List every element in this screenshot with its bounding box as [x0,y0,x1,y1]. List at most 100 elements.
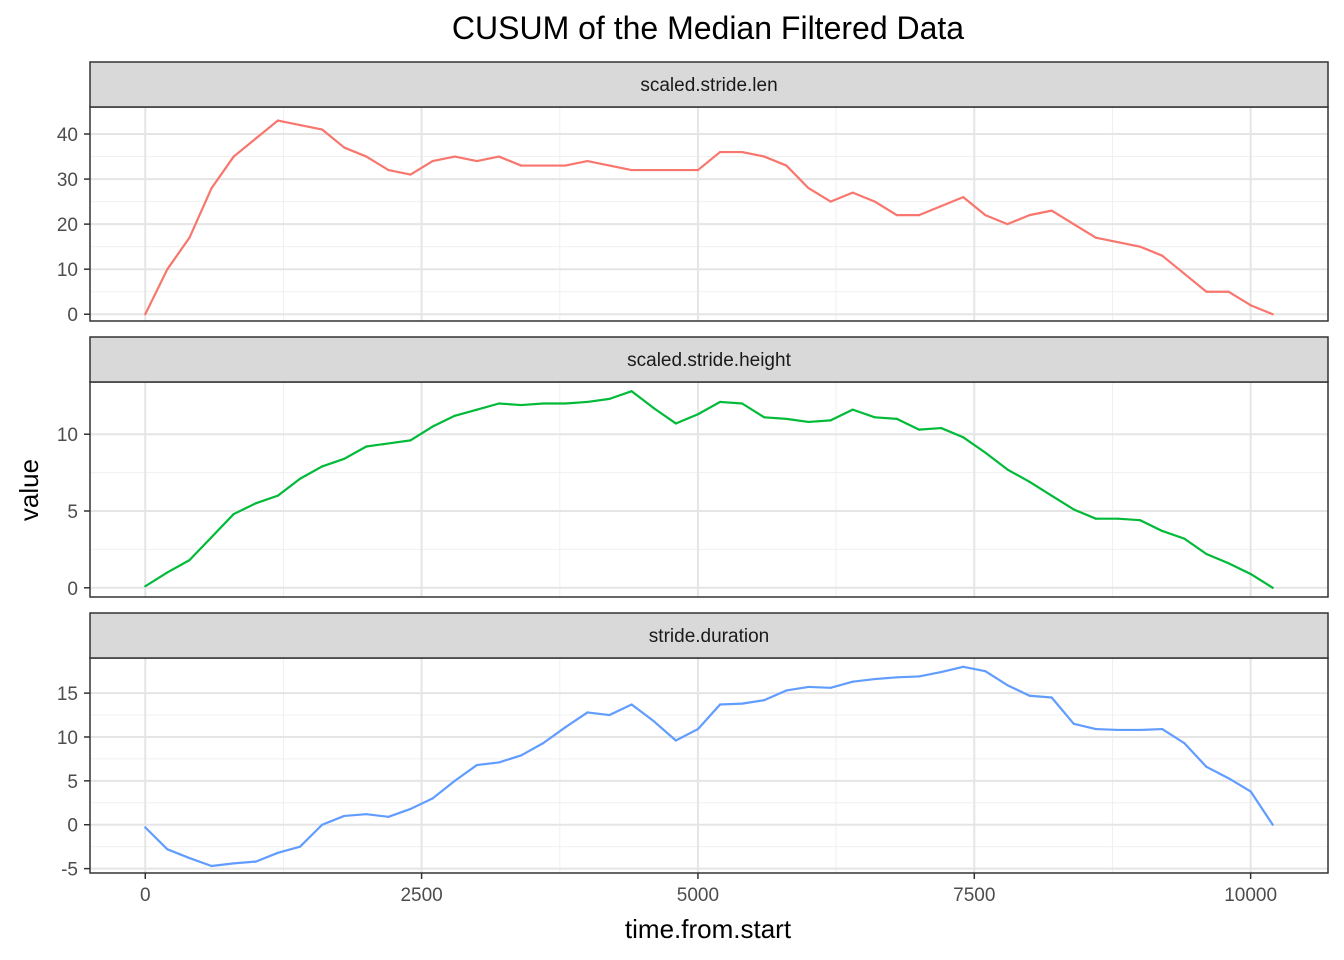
line-segment [387,807,412,818]
line-segment [1028,209,1053,217]
y-tick-label: 0 [67,305,78,326]
x-tick-label: 7500 [953,885,995,906]
line-segment [873,676,899,681]
line-segment [741,699,766,705]
line-segment [409,425,434,442]
line-segment [497,155,523,167]
line-segment [298,123,324,131]
x-tick-label: 0 [140,885,151,906]
line-segment [564,159,589,167]
line-segment [519,742,545,757]
line-segment [210,512,235,539]
x-tick-label: 5000 [677,885,719,906]
line-segment [652,720,677,742]
line-segment [652,407,677,425]
line-segment [166,848,191,860]
panel-background [90,107,1328,321]
line-segment [276,477,302,497]
line-segment [144,268,169,316]
line-segment [1161,529,1186,540]
line-segment [962,196,987,217]
line-segment [586,711,611,717]
line-segment [144,571,169,588]
line-segment [1161,727,1186,745]
line-segment [829,680,854,689]
line-segment [1249,304,1274,316]
y-tick-label: 15 [57,684,78,705]
y-tick-label: 0 [67,816,78,837]
facet-panel-scaled-stride-len: 0 10 20 30 40 scaled.stride.len [57,61,1329,326]
series-line-scaled-stride-height [144,390,1274,589]
line-segment [940,426,965,439]
line-segment [387,168,412,176]
line-segment [763,416,788,420]
facet-strip-label: scaled.stride.height [627,350,791,371]
line-segment [1050,696,1075,725]
panel-background [90,658,1328,873]
line-segment [1116,241,1142,248]
x-tick-label: 2500 [400,885,442,906]
line-segment [851,677,876,683]
line-segment [1205,552,1230,565]
line-segment [409,159,434,176]
line-segment [166,559,191,574]
line-segment [365,442,390,448]
chart-title: CUSUM of the Median Filtered Data [452,10,964,46]
line-segment [586,397,611,404]
line-segment [519,402,545,407]
line-segment [807,419,832,424]
line-segment [962,436,987,454]
line-segment [1183,742,1208,768]
y-tick-label: 20 [57,215,78,236]
line-segment [387,439,412,445]
line-segment [1006,214,1031,226]
line-segment [829,408,854,422]
line-segment [1227,290,1252,307]
line-segment [232,137,257,158]
x-axis: 0 2500 5000 7500 10000 [140,873,1277,906]
line-segment [431,155,456,163]
line-segment [807,186,832,203]
line-segment [1183,272,1208,293]
line-segment [718,400,744,405]
line-segment [321,814,346,826]
line-segment [696,400,722,416]
line-segment [1072,722,1097,731]
line-segment [1138,245,1164,257]
line-segment [851,191,876,203]
y-tick-label: 10 [57,260,78,281]
line-segment [763,155,788,167]
line-segment [940,665,965,674]
line-segment [608,164,633,172]
line-segment [674,727,700,742]
line-segment [1050,209,1075,226]
line-segment [188,856,213,868]
y-tick-label: 0 [67,579,78,600]
line-segment [873,200,899,217]
line-segment [453,763,478,782]
line-segment [1138,727,1164,732]
line-segment [763,689,788,702]
line-segment [1205,765,1230,780]
line-segment [984,214,1009,226]
line-segment [542,726,567,745]
line-segment [321,128,346,149]
line-segment [984,451,1009,471]
line-segment [873,416,899,420]
line-segment [166,236,191,271]
y-tick-label: 40 [57,125,78,146]
line-segment [188,186,213,239]
panel-background [90,382,1328,597]
line-segment [829,191,854,203]
series-line-scaled-stride-len [144,119,1274,316]
line-segment [1006,684,1031,697]
facet-strip [89,336,1329,383]
line-segment [984,670,1009,687]
line-segment [254,494,280,505]
line-segment [188,536,213,562]
facet-strip [89,612,1329,659]
line-segment [564,711,589,729]
line-segment [895,675,921,679]
line-segment [453,408,478,417]
y-tick-label: 10 [57,425,78,446]
